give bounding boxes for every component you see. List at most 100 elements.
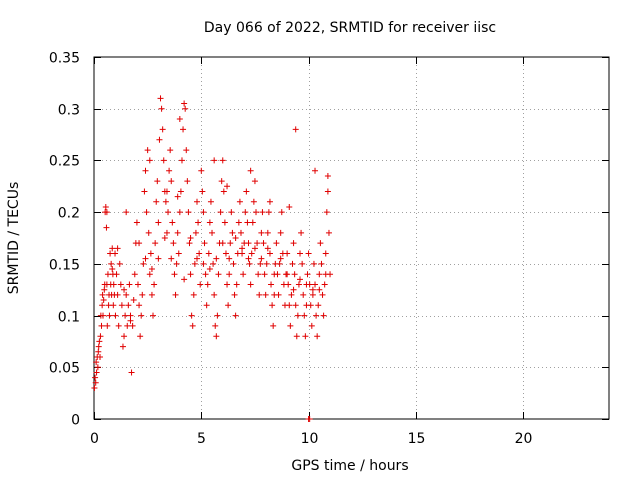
- data-point: [154, 178, 161, 185]
- data-point: [304, 271, 311, 278]
- data-series: [91, 95, 334, 422]
- data-point: [103, 209, 110, 216]
- data-point: [303, 281, 310, 288]
- data-point: [213, 333, 220, 340]
- data-point: [265, 209, 272, 216]
- data-point: [157, 95, 164, 102]
- data-point: [109, 245, 116, 252]
- data-point: [146, 271, 153, 278]
- data-point: [230, 260, 237, 267]
- data-point: [97, 333, 104, 340]
- data-point: [176, 209, 183, 216]
- data-point: [188, 312, 195, 319]
- data-point: [151, 281, 158, 288]
- data-point: [284, 250, 291, 257]
- data-point: [116, 260, 123, 267]
- data-point: [178, 157, 185, 164]
- data-point: [284, 271, 291, 278]
- data-point: [124, 322, 131, 329]
- data-point: [207, 198, 214, 205]
- data-point: [155, 219, 162, 226]
- data-point: [251, 245, 258, 252]
- data-point: [94, 364, 101, 371]
- data-point: [218, 178, 225, 185]
- data-point: [133, 219, 140, 226]
- data-point: [287, 322, 294, 329]
- data-point: [137, 333, 144, 340]
- x-axis: 0 5 10 15 20: [90, 57, 532, 447]
- data-point: [217, 209, 224, 216]
- data-point: [158, 105, 165, 112]
- plot-frame: [93, 56, 610, 420]
- data-point: [118, 302, 125, 309]
- data-point: [109, 266, 116, 273]
- data-point: [318, 260, 325, 267]
- data-point: [263, 260, 270, 267]
- data-point: [226, 271, 233, 278]
- data-point: [174, 229, 181, 236]
- data-point: [227, 240, 234, 247]
- data-point: [171, 271, 178, 278]
- data-point: [226, 255, 233, 262]
- data-point: [181, 100, 188, 107]
- data-point: [155, 255, 162, 262]
- data-point: [101, 286, 108, 293]
- data-point: [236, 198, 243, 205]
- data-point: [239, 245, 246, 252]
- data-point: [297, 276, 303, 283]
- data-point: [170, 240, 177, 247]
- data-point: [209, 229, 216, 236]
- data-point: [254, 240, 261, 247]
- data-point: [115, 322, 122, 329]
- data-point: [315, 302, 322, 309]
- grid: [94, 57, 609, 419]
- data-point: [312, 281, 319, 288]
- data-point: [130, 297, 137, 304]
- data-point: [229, 229, 236, 236]
- data-point: [106, 312, 113, 319]
- data-point: [220, 188, 227, 195]
- data-point: [153, 198, 160, 205]
- data-point: [144, 147, 151, 154]
- data-point: [93, 369, 100, 376]
- data-point: [100, 297, 107, 304]
- data-point: [275, 291, 282, 298]
- data-point: [310, 260, 317, 267]
- data-point: [150, 312, 157, 319]
- data-point: [104, 322, 111, 329]
- data-point: [175, 250, 182, 257]
- data-point: [322, 250, 329, 257]
- x-axis-label: GPS time / hours: [291, 458, 408, 474]
- data-point: [277, 255, 284, 262]
- data-point: [119, 343, 126, 350]
- data-point: [182, 105, 189, 112]
- x-tick-label: 20: [515, 431, 533, 447]
- data-point: [298, 229, 305, 236]
- data-point: [95, 343, 102, 350]
- data-point: [324, 172, 331, 179]
- data-point: [184, 178, 191, 185]
- data-point: [286, 203, 293, 210]
- data-point: [142, 255, 149, 262]
- data-point: [260, 240, 267, 247]
- data-point: [174, 193, 181, 200]
- y-tick-label: 0.3: [58, 103, 80, 119]
- data-point: [246, 260, 253, 267]
- data-point: [127, 317, 134, 324]
- data-point: [247, 167, 254, 174]
- data-point: [307, 302, 314, 309]
- data-point: [166, 167, 173, 174]
- data-point: [212, 322, 219, 329]
- data-point: [213, 255, 220, 262]
- data-point: [114, 291, 121, 298]
- y-tick-label: 0.25: [49, 154, 80, 170]
- data-point: [156, 136, 163, 143]
- data-point: [258, 255, 265, 262]
- data-point: [312, 167, 319, 174]
- data-point: [266, 198, 273, 205]
- data-point: [206, 219, 213, 226]
- data-point: [143, 209, 150, 216]
- data-point: [314, 333, 321, 340]
- data-point: [299, 260, 306, 267]
- data-point: [136, 302, 143, 309]
